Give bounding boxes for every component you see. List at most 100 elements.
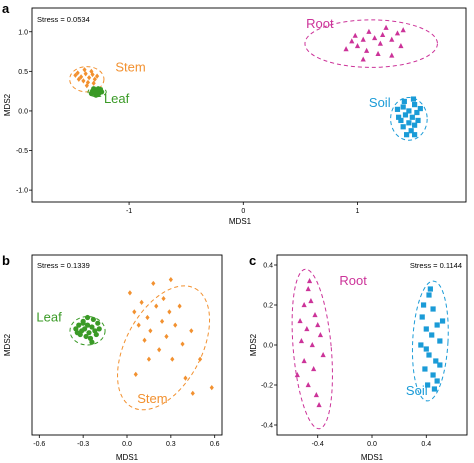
point-root [297,318,303,324]
point-root [305,286,311,292]
x-axis-label: MDS1 [116,453,139,462]
point-root [383,24,389,30]
point-stem [82,67,87,73]
point-soil [406,108,412,114]
x-tick-label: -1 [126,208,132,215]
panel-c: c -0.4 0.0 0.4 -0.4 -0.2 0.0 0.2 0.4 MDS1 MDS2 Stre… [249,253,468,462]
point-soil [427,286,433,292]
point-soil [396,114,402,120]
point-soil [434,322,440,328]
plot-frame [31,7,467,203]
point-soil [426,352,432,358]
point-soil [429,332,435,338]
point-stem [197,356,203,362]
point-leaf [95,86,101,92]
point-soil [430,306,436,312]
point-stem [190,390,195,396]
group-label-leaf: Leaf [104,91,130,106]
y-tick-label: -1.0 [16,188,28,195]
confidence-ellipse-leaf [69,316,106,346]
point-soil [408,128,414,134]
confidence-ellipse-stem [69,66,105,93]
y-tick-label: 0.0 [18,108,28,115]
point-stem [183,375,188,381]
point-soil [417,105,423,112]
point-root [398,43,404,49]
point-stem [95,73,100,79]
point-soil [401,98,407,105]
point-root [305,382,311,388]
point-stem [159,318,165,324]
point-stem [91,80,96,86]
point-root [306,278,313,284]
point-stem [73,72,78,78]
point-soil [430,372,436,378]
group-label-stem: Stem [115,59,145,74]
point-stem [76,76,81,82]
y-tick-label: -0.5 [16,148,28,155]
panel-letter: b [2,253,10,268]
point-soil [420,302,427,308]
point-stem [180,341,185,347]
point-root [304,326,310,332]
point-root [315,322,321,328]
point-leaf [99,89,105,95]
x-tick-label: -0.6 [33,441,45,448]
point-soil [423,326,429,332]
point-root [349,38,355,44]
y-tick-label: -0.2 [261,383,273,390]
point-root [389,52,395,58]
point-stem [75,70,80,76]
point-stem [87,75,92,81]
point-stem [132,309,137,315]
point-root [375,50,381,57]
point-soil [412,122,418,128]
x-tick-label: 0.6 [210,441,220,448]
stress-label: Stress = 0.1144 [410,261,462,270]
point-stem [209,385,214,391]
x-tick-label: 0.0 [122,441,132,448]
point-root [360,36,366,42]
point-leaf [89,339,95,345]
point-root [312,312,318,318]
point-root [352,32,358,38]
group-label-root: Root [339,273,367,288]
point-soil [415,117,421,124]
point-stem [83,71,88,77]
point-stem [151,280,156,287]
point-root [372,35,378,41]
point-leaf [96,326,102,332]
point-stem [173,322,178,328]
confidence-ellipse-stem [117,285,211,411]
confidence-ellipse-root [291,268,333,430]
point-soil [419,314,425,320]
point-leaf [84,314,91,321]
point-stem [148,328,153,334]
point-root [320,352,326,358]
point-stem [133,371,138,377]
point-soil [418,342,424,348]
point-soil [400,104,406,110]
point-root [309,342,315,348]
point-leaf [88,90,94,97]
panel-a: a -1 0 1 -1.0 -0.5 0.0 0.5 1.0 MDS1 MDS2 Stress = 0… [2,1,467,226]
plot-frame [276,254,468,436]
x-tick-label: 0.3 [166,441,176,448]
point-stem [146,356,152,362]
y-axis-label: MDS2 [3,93,12,116]
point-root [389,36,395,42]
point-stem [136,322,141,328]
y-tick-label: -0.4 [261,423,273,430]
x-tick-label: 0 [241,208,245,215]
point-soil [425,382,431,388]
point-root [354,43,361,49]
point-root [313,392,319,398]
point-root [394,30,401,36]
stress-label: Stress = 0.0534 [37,15,90,24]
point-soil [412,102,418,108]
point-soil [404,132,410,138]
x-tick-label: 0.0 [367,441,377,448]
point-stem [157,347,162,353]
x-tick-label: 1 [356,208,360,215]
